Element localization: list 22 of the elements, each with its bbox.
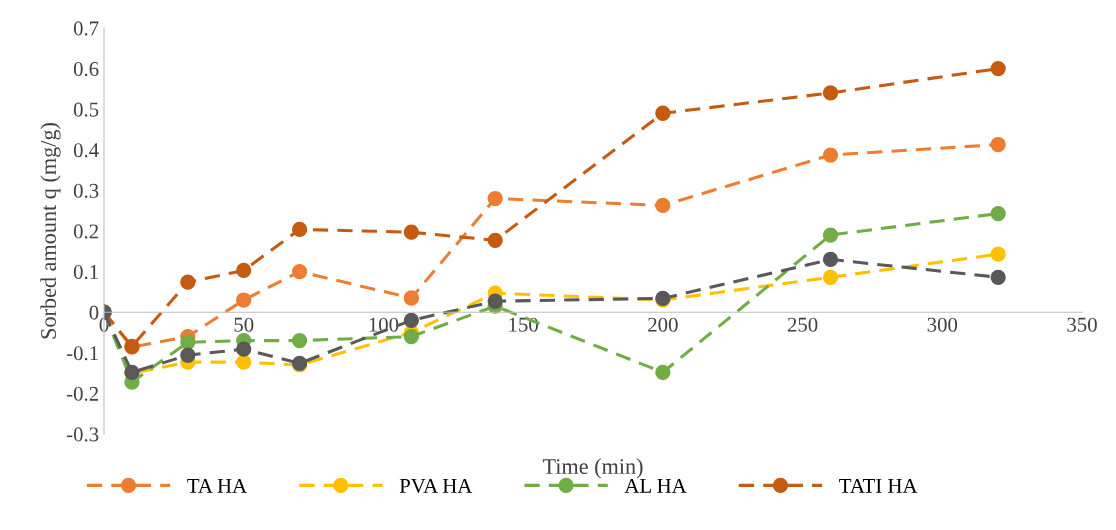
- x-tick-label: 350: [1067, 317, 1097, 332]
- y-tick-label: 0.5: [73, 102, 99, 117]
- y-tick-label: -0.1: [66, 346, 98, 361]
- x-tick-label: 200: [648, 317, 678, 332]
- y-tick-label: -0.3: [66, 427, 99, 442]
- y-axis-title: Sorbed amount q (mg/g): [40, 123, 61, 339]
- y-tick-label: 0: [89, 305, 99, 320]
- y-tick-label: 0.6: [73, 61, 99, 77]
- y-tick-label: 0.1: [73, 264, 98, 280]
- legend-label: PVA HA: [399, 478, 473, 493]
- legend-label: AL HA: [624, 478, 687, 493]
- y-tick-label: -0.2: [66, 386, 98, 401]
- y-tick-label: 0.7: [73, 21, 99, 36]
- x-axis-title: Time (min): [542, 458, 643, 479]
- y-tick-label: 0.4: [73, 143, 99, 158]
- x-tick-label: 300: [927, 317, 958, 332]
- legend-label: TATI HA: [839, 478, 918, 493]
- x-tick-label: 50: [234, 317, 254, 332]
- y-tick-label: 0.3: [73, 183, 99, 198]
- x-tick-label: 250: [787, 317, 818, 332]
- y-tick-label: 0.2: [73, 224, 98, 239]
- legend-label: TA HA: [187, 478, 247, 493]
